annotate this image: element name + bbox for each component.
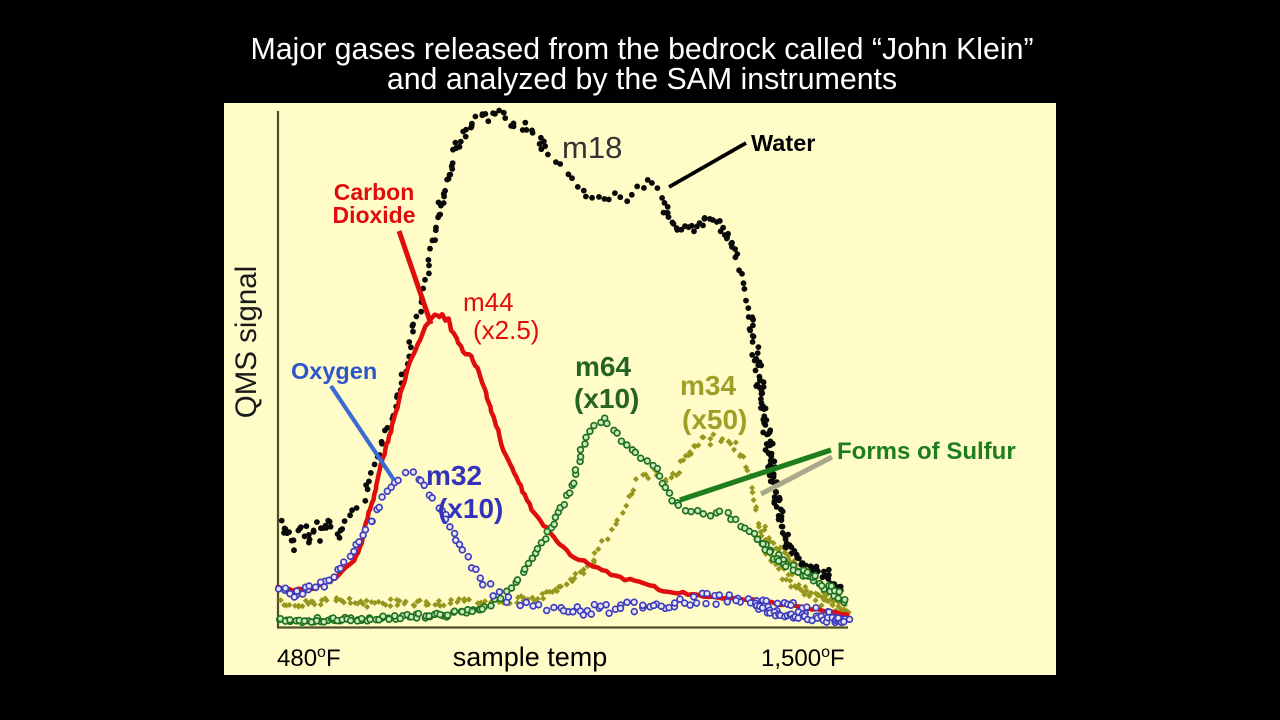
svg-text:1,500oF: 1,500oF <box>761 644 845 672</box>
svg-text:(x10): (x10) <box>438 493 503 524</box>
svg-text:m34: m34 <box>680 370 736 401</box>
svg-text:Major gases released from the: Major gases released from the bedrock ca… <box>250 33 1033 66</box>
svg-text:Water: Water <box>751 130 815 156</box>
svg-text:sample temp: sample temp <box>453 642 608 672</box>
svg-text:and analyzed by the SAM instru: and analyzed by the SAM instruments <box>387 63 897 96</box>
svg-text:m32: m32 <box>426 460 482 491</box>
svg-text:(x10): (x10) <box>574 383 639 414</box>
svg-text:m64: m64 <box>575 351 631 382</box>
svg-text:QMS signal: QMS signal <box>230 266 263 418</box>
svg-text:(x50): (x50) <box>682 404 747 435</box>
svg-text:Oxygen: Oxygen <box>291 358 377 384</box>
svg-text:m44: m44 <box>463 287 514 317</box>
svg-text:Forms of Sulfur: Forms of Sulfur <box>837 438 1016 465</box>
svg-text:Dioxide: Dioxide <box>332 202 415 228</box>
svg-text:480oF: 480oF <box>277 644 341 672</box>
svg-text:Carbon: Carbon <box>334 179 415 205</box>
svg-text:(x2.5): (x2.5) <box>473 315 539 345</box>
svg-text:m18: m18 <box>562 130 622 165</box>
